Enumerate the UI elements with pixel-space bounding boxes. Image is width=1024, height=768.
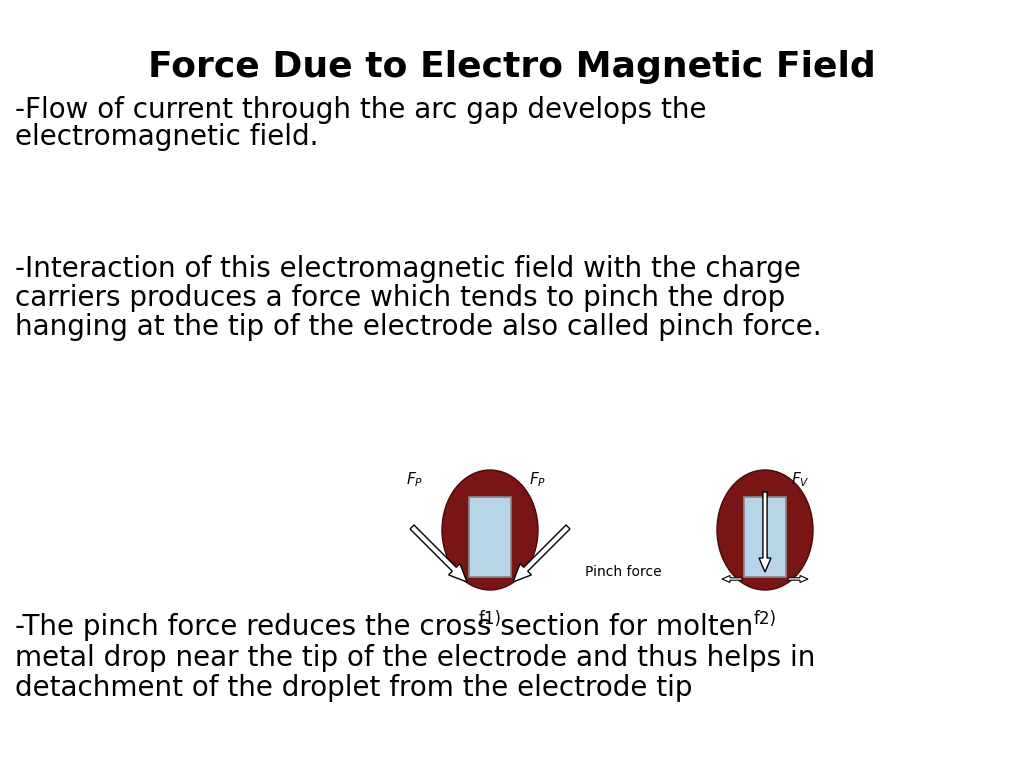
FancyArrow shape: [722, 575, 742, 582]
Text: $F_P$: $F_P$: [407, 470, 424, 489]
Text: hanging at the tip of the electrode also called pinch force.: hanging at the tip of the electrode also…: [15, 313, 822, 340]
Text: -Flow of current through the arc gap develops the: -Flow of current through the arc gap dev…: [15, 96, 707, 124]
Ellipse shape: [442, 470, 538, 590]
FancyArrow shape: [513, 525, 570, 582]
Text: -Interaction of this electromagnetic field with the charge: -Interaction of this electromagnetic fie…: [15, 255, 801, 283]
FancyArrow shape: [759, 492, 771, 572]
Ellipse shape: [717, 470, 813, 590]
Text: f2): f2): [754, 610, 776, 628]
Text: Pinch force: Pinch force: [585, 565, 662, 579]
Text: metal drop near the tip of the electrode and thus helps in: metal drop near the tip of the electrode…: [15, 644, 816, 671]
Text: electromagnetic field.: electromagnetic field.: [15, 123, 318, 151]
FancyArrow shape: [788, 575, 808, 582]
Bar: [469, 497, 511, 577]
FancyArrow shape: [410, 525, 467, 582]
Text: $F_P$: $F_P$: [529, 470, 547, 489]
Text: $F_V$: $F_V$: [791, 470, 809, 489]
Text: -The pinch force reduces the cross section for molten: -The pinch force reduces the cross secti…: [15, 613, 754, 641]
Text: carriers produces a force which tends to pinch the drop: carriers produces a force which tends to…: [15, 284, 785, 312]
Text: f1): f1): [478, 610, 502, 628]
Text: detachment of the droplet from the electrode tip: detachment of the droplet from the elect…: [15, 674, 693, 702]
Text: Force Due to Electro Magnetic Field: Force Due to Electro Magnetic Field: [148, 50, 876, 84]
Bar: [744, 497, 786, 577]
